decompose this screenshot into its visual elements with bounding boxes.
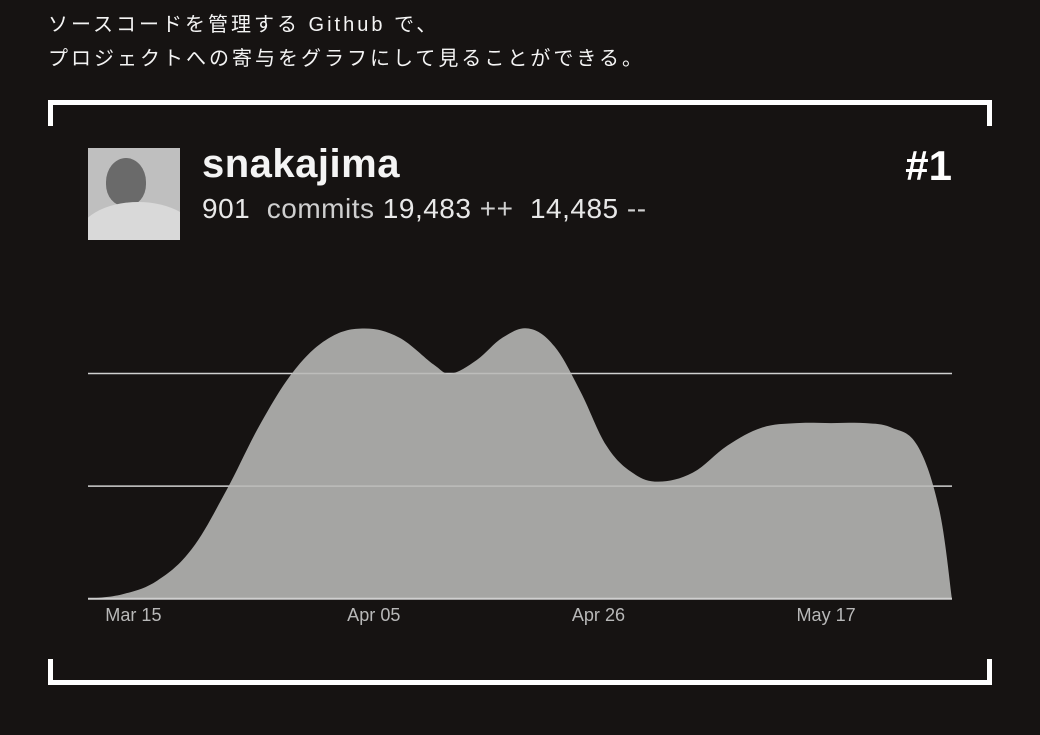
frame-bracket-bottom <box>48 659 992 685</box>
additions-suffix: ++ <box>480 193 514 224</box>
contributions-chart: Mar 15 Apr 05 Apr 26 May 17 <box>88 306 952 629</box>
frame-bracket-top <box>48 100 992 126</box>
svg-text:Apr 26: Apr 26 <box>572 605 625 625</box>
rank-badge: #1 <box>905 142 952 190</box>
additions-count: 19,483 <box>383 193 472 224</box>
contributor-stats: 901 commits 19,483 ++ 14,485 -- <box>202 193 905 225</box>
intro-text: ソースコードを管理する Github で、 プロジェクトへの寄与をグラフにして見… <box>48 8 645 76</box>
deletions-suffix: -- <box>627 193 647 224</box>
commit-count: 901 <box>202 193 250 224</box>
intro-line-1: ソースコードを管理する Github で、 <box>48 8 645 42</box>
commits-label: commits <box>267 193 375 224</box>
intro-line-2: プロジェクトへの寄与をグラフにして見ることができる。 <box>48 42 645 76</box>
svg-text:May 17: May 17 <box>796 605 855 625</box>
svg-text:Apr 05: Apr 05 <box>347 605 400 625</box>
svg-text:Mar 15: Mar 15 <box>105 605 161 625</box>
avatar[interactable] <box>88 148 180 240</box>
username[interactable]: snakajima <box>202 142 905 187</box>
contributor-header: snakajima 901 commits 19,483 ++ 14,485 -… <box>88 148 952 240</box>
contributor-meta: snakajima 901 commits 19,483 ++ 14,485 -… <box>202 148 905 225</box>
deletions-count: 14,485 <box>530 193 619 224</box>
contributor-panel: snakajima 901 commits 19,483 ++ 14,485 -… <box>88 148 952 629</box>
